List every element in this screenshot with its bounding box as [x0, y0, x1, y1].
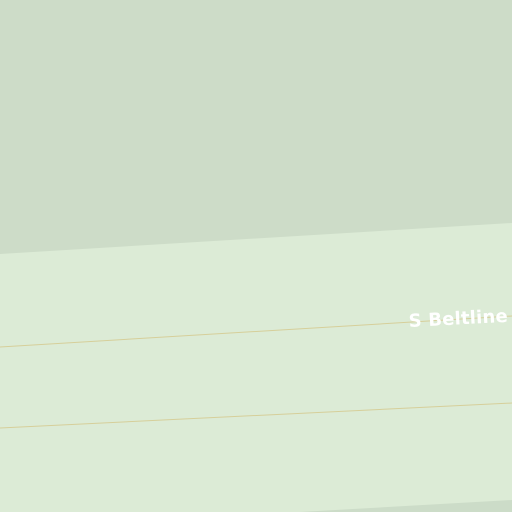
road-label-s-beltline: S Beltline [408, 306, 508, 332]
lower-area-edge [300, 500, 512, 512]
park-area [0, 0, 512, 254]
road-line-lower [0, 402, 512, 429]
road-line-upper [0, 315, 512, 348]
